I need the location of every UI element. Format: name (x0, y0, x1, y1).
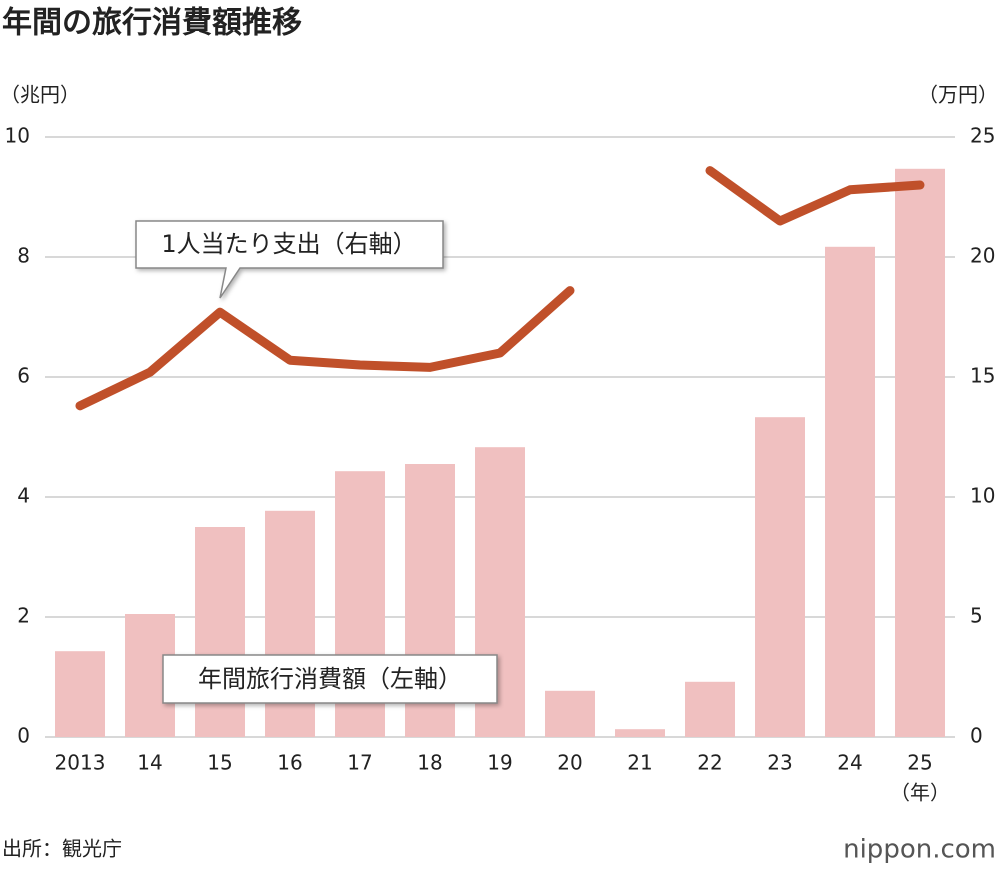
bar (825, 246, 875, 738)
x-tick-label: 2013 (55, 751, 106, 775)
y-tick-label: 10 (5, 124, 30, 148)
legend-label: 年間旅行消費額（左軸） (198, 665, 462, 693)
line (705, 166, 925, 226)
x-tick-label: 23 (767, 751, 792, 775)
x-tick-label: 18 (417, 751, 442, 775)
bar (755, 417, 805, 737)
y2-tick-label: 5 (970, 604, 983, 628)
x-tick-label: 14 (137, 751, 162, 775)
source: 出所：観光庁 (2, 837, 122, 861)
x-tick-label: 24 (837, 751, 862, 775)
y2-tick-label: 15 (970, 364, 995, 388)
y2-tick-label: 25 (970, 124, 995, 148)
legend-label: 1人当たり支出（右軸） (161, 230, 416, 258)
x-tick-label: 15 (207, 751, 232, 775)
x-tick-label: 22 (697, 751, 722, 775)
logo: nippon.com (843, 835, 996, 865)
bar (895, 168, 945, 738)
callout-box (162, 654, 498, 704)
y2-tick-label: 0 (970, 724, 983, 748)
y-tick-label: 0 (17, 724, 30, 748)
y2-axis-label: （万円） (918, 83, 998, 107)
line (75, 286, 575, 411)
x-tick-label: 17 (347, 751, 372, 775)
y-axis-label: （兆円） (0, 83, 80, 107)
bar (195, 527, 245, 737)
callout-box (135, 220, 444, 299)
y-tick-label: 6 (17, 364, 30, 388)
x-tick-label: 20 (557, 751, 582, 775)
y-tick-label: 8 (17, 244, 30, 268)
y2-tick-label: 10 (970, 484, 995, 508)
y2-tick-label: 20 (970, 244, 995, 268)
bar (545, 690, 595, 737)
bar (685, 681, 735, 737)
x-tick-label: 19 (487, 751, 512, 775)
x-tick-label: 21 (627, 751, 652, 775)
x-unit: （年） (890, 781, 950, 805)
chart-title: 年間の旅行消費額推移 (2, 6, 302, 41)
y-tick-label: 2 (17, 604, 30, 628)
bar (615, 729, 665, 737)
x-tick-label: 25 (907, 751, 932, 775)
y-tick-label: 4 (17, 484, 30, 508)
bar (55, 651, 105, 737)
x-tick-label: 16 (277, 751, 302, 775)
